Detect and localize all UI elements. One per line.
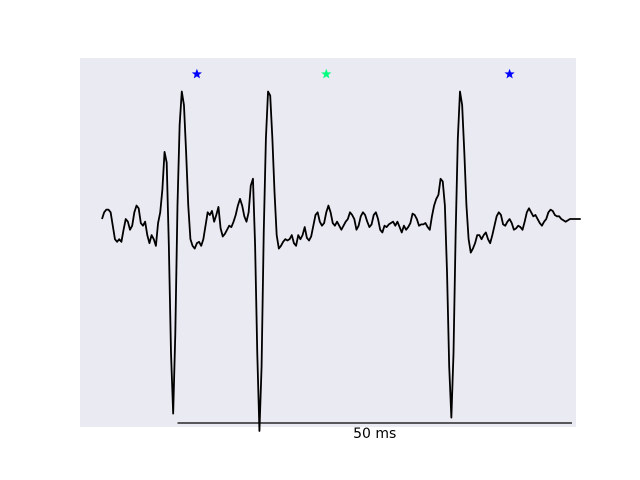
series-layer — [101, 90, 581, 432]
scalebar: 50 ms — [177, 422, 572, 442]
spike-markers — [191, 68, 515, 79]
waveform-line-1 — [101, 90, 581, 432]
spike-marker-star-2 — [321, 68, 332, 79]
plot-area-background — [80, 58, 576, 427]
spike-marker-star-3 — [504, 68, 515, 79]
spike-marker-star-1 — [191, 68, 202, 79]
scalebar-label: 50 ms — [353, 426, 396, 442]
